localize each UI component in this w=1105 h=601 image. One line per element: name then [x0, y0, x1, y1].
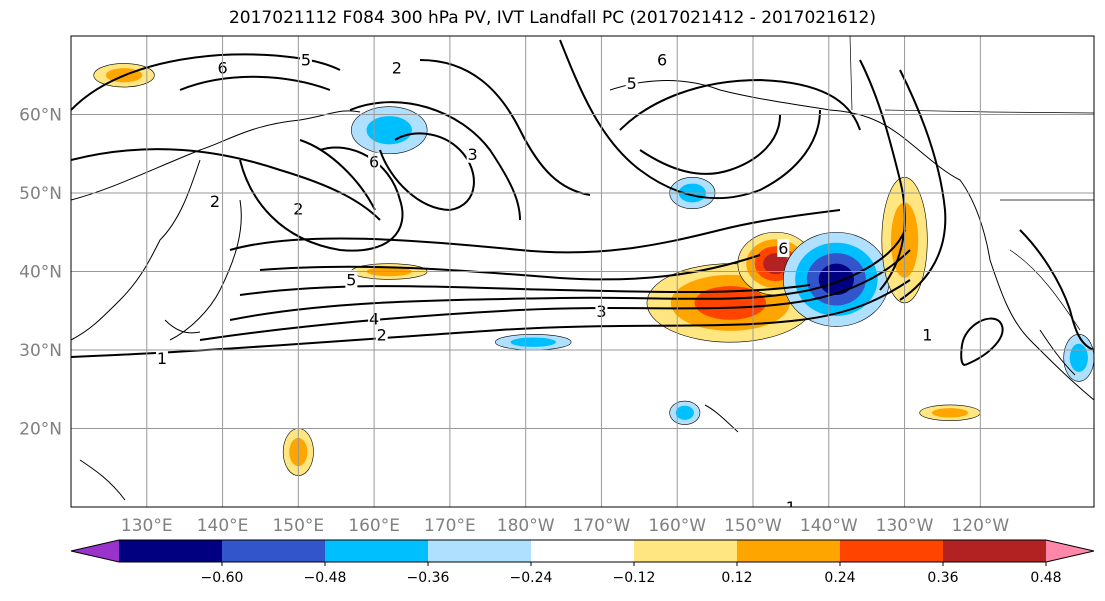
colorbar-segment — [428, 540, 532, 562]
contour-label: 2 — [377, 325, 387, 344]
longitude-label: 150°E — [272, 516, 324, 536]
contour-label: 6 — [657, 51, 667, 70]
colorbar-segment — [119, 540, 223, 562]
contour-label: 2 — [210, 192, 220, 211]
shaded-baja-positive — [931, 408, 969, 418]
latitude-tick-labels: 20°N 30°N 40°N 50°N 60°N — [19, 106, 62, 440]
pv-contours — [71, 39, 1094, 366]
longitude-tick-labels: 130°E 140°E 150°E 160°E 170°E 180°W 170°W 160°W… — [121, 516, 1009, 536]
contour-label-bg — [299, 50, 312, 69]
colorbar — [70, 539, 1095, 563]
ivt-pc-shading — [93, 63, 1094, 476]
colorbar-segment — [840, 540, 944, 562]
colorbar-segment — [943, 540, 1047, 562]
contour-label-bg — [777, 238, 790, 257]
longitude-label: 120°W — [951, 516, 1009, 536]
colorbar-tick-labels: −0.60 −0.48 −0.36 −0.24 −0.12 0.12 0.24 0.36 0.4… — [201, 562, 1062, 586]
contour-label: 5 — [627, 74, 637, 93]
contour-label-bg — [921, 325, 934, 344]
contour-label-bg — [345, 270, 358, 289]
colorbar-label: −0.12 — [613, 570, 656, 586]
shaded-mid-pacific-negative — [510, 337, 556, 347]
contour-label: 5 — [301, 51, 311, 70]
figure-title: 2017021112 F084 300 hPa PV, IVT Landfall… — [228, 8, 876, 28]
contour-label-bg — [784, 498, 797, 507]
contour-label-bg — [656, 50, 669, 69]
longitude-label: 140°W — [800, 516, 858, 536]
longitude-label: 140°E — [197, 516, 249, 536]
colorbar-label: −0.48 — [304, 570, 347, 586]
colorbar-extend-high — [1046, 540, 1094, 562]
contour-label: 1 — [786, 498, 796, 517]
latitude-label: 60°N — [19, 106, 62, 126]
contour-label: 2 — [392, 58, 402, 77]
longitude-label: 180°W — [497, 516, 555, 536]
colorbar-segment — [222, 540, 326, 562]
shaded-landfall-pc-negative-core — [818, 263, 855, 296]
contour-label-bg — [208, 191, 221, 210]
latitude-label: 30°N — [19, 341, 62, 361]
shaded-mexico-negative — [1069, 343, 1088, 372]
colorbar-segment — [737, 540, 841, 562]
political-borders — [849, 36, 1094, 331]
latitude-label: 40°N — [19, 263, 62, 283]
colorbar-extend-low — [71, 540, 119, 562]
contour-label-bg — [390, 58, 403, 77]
longitude-label: 160°W — [648, 516, 706, 536]
contour-label-bg — [155, 348, 168, 367]
map-frame — [70, 35, 1095, 508]
colorbar-segment — [531, 540, 635, 562]
longitude-label: 150°W — [724, 516, 782, 536]
colorbar-label: −0.36 — [407, 570, 450, 586]
contour-label: 1 — [157, 349, 167, 368]
contour-label: 1 — [922, 325, 932, 344]
shaded-hawaii-negative — [675, 405, 694, 420]
shaded-landfall-pc-positive-core — [694, 286, 766, 320]
contour-label-bg — [375, 325, 388, 344]
map-gridlines — [71, 36, 1094, 507]
latitude-label: 50°N — [19, 184, 62, 204]
colorbar-label: 0.36 — [927, 570, 958, 586]
longitude-label: 160°E — [348, 516, 400, 536]
colorbar-label: 0.12 — [721, 570, 752, 586]
colorbar-label: 0.24 — [824, 570, 855, 586]
shaded-alaska-negative — [366, 116, 412, 145]
longitude-label: 170°E — [424, 516, 476, 536]
colorbar-label: −0.24 — [510, 570, 553, 586]
colorbar-segment — [325, 540, 429, 562]
longitude-label: 130°W — [876, 516, 934, 536]
contour-label-bg — [625, 74, 638, 93]
colorbar-label: −0.60 — [201, 570, 244, 586]
contour-label: 6 — [778, 239, 788, 258]
contour-label-bg — [466, 144, 479, 163]
colorbar-label: 0.48 — [1030, 570, 1061, 586]
latitude-label: 20°N — [19, 420, 62, 440]
longitude-label: 130°E — [121, 516, 173, 536]
contour-label: 3 — [468, 145, 478, 164]
shaded-landfall-pc-positive-arm — [763, 253, 789, 275]
colorbar-outline — [70, 539, 1095, 563]
contour-label: 5 — [346, 270, 356, 289]
colorbar-segment — [634, 540, 738, 562]
longitude-label: 170°W — [573, 516, 631, 536]
